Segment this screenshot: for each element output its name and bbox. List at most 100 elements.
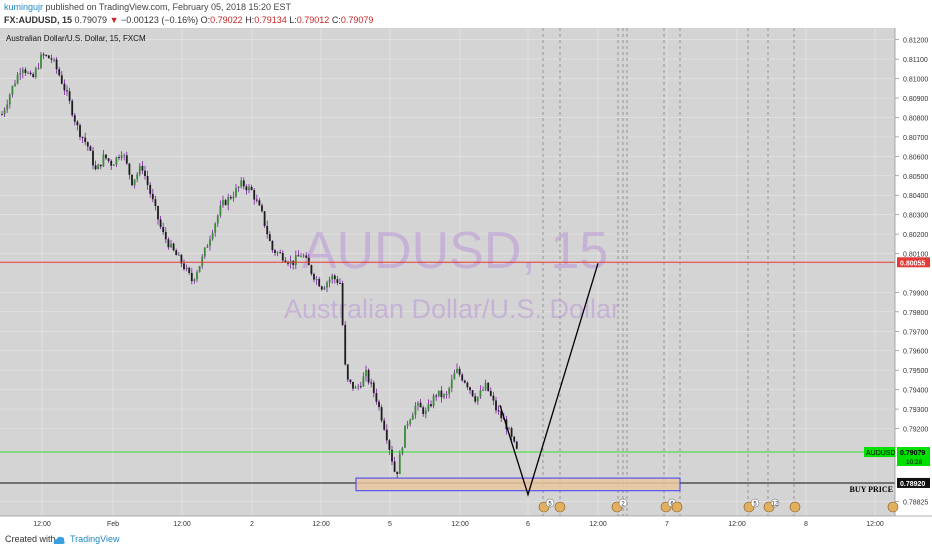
candle-body [482, 389, 484, 391]
flag-icon [789, 501, 801, 513]
author-link[interactable]: kumingujr [4, 2, 44, 12]
event-markers[interactable]: 5 2 6 5 12 [538, 498, 899, 513]
x-tick-label: 12:00 [589, 521, 607, 528]
candle-body [396, 471, 399, 475]
candle-body [68, 91, 71, 101]
price-change: −0.00123 (−0.16%) [121, 15, 199, 25]
event-count: 2 [621, 502, 625, 508]
candle-body [261, 205, 263, 212]
candle-body [149, 184, 152, 194]
candle-body [97, 164, 100, 170]
candle-body [487, 382, 490, 392]
candle-body [281, 253, 284, 261]
candle-body [320, 286, 323, 290]
candle-body [263, 211, 266, 226]
annotations: BUY PRICE [0, 261, 895, 497]
candle-body [258, 200, 261, 206]
published-text: published on TradingView.com, February 0… [45, 2, 292, 12]
candle-body [92, 150, 94, 166]
chart-title: Australian Dollar/U.S. Dollar, 15, FXCM [6, 34, 146, 43]
publish-info: kumingujr published on TradingView.com, … [4, 2, 291, 12]
candle-body [131, 174, 133, 186]
chart-header: kumingujr published on TradingView.com, … [0, 0, 932, 28]
candle-body [370, 382, 373, 384]
candle-body [333, 275, 336, 280]
candle-body [414, 405, 417, 415]
x-tick-label: Feb [107, 521, 119, 528]
candle-body [331, 275, 334, 280]
y-tick-label: 0.79500 [903, 368, 928, 375]
price-axis-background [895, 28, 932, 516]
candle-body [177, 254, 180, 256]
current-symbol-tag: AUDUSD [866, 450, 896, 457]
x-tick-label: 12:00 [451, 521, 469, 528]
x-tick-label: 2 [250, 521, 254, 528]
time-axis[interactable]: 12:00 Feb 12:00 2 12:00 5 12:00 6 12:00 7 12:00 8 12… [0, 515, 932, 528]
candle-body [424, 410, 427, 415]
candle-body [164, 232, 167, 240]
candle-body [489, 391, 492, 396]
candle-body [37, 67, 40, 69]
candle-body [19, 73, 22, 75]
candle-body [58, 69, 61, 76]
event-count: 5 [753, 502, 757, 508]
candle-body [310, 265, 313, 275]
candle-body [349, 379, 352, 382]
tradingview-brand[interactable]: TradingView [70, 534, 120, 544]
candle-body [362, 376, 365, 387]
candle-body [198, 265, 201, 273]
candle-body [203, 247, 206, 257]
candle-body [352, 381, 354, 389]
candle-body [479, 390, 482, 397]
candle-body [125, 155, 128, 164]
candle-body [432, 395, 435, 407]
candle-body [224, 200, 227, 206]
candle-body [328, 279, 331, 283]
price-axis[interactable]: 0.81200 0.81100 0.81000 0.80900 0.80800 0.807… [894, 28, 928, 516]
candle-body [409, 419, 412, 424]
candle-body [297, 255, 300, 257]
candle-body [47, 55, 50, 59]
candle-body [326, 282, 328, 288]
candle-body [357, 386, 360, 388]
x-tick-label: 12:00 [312, 521, 330, 528]
candle-body [458, 368, 461, 375]
candle-body [1, 114, 3, 116]
buy-price-tag-bg [897, 477, 930, 488]
low-label: L: [289, 15, 297, 25]
candle-body [294, 255, 297, 265]
candle-body [237, 186, 240, 188]
candle-body [120, 155, 123, 158]
candle-body [99, 164, 102, 167]
candle-body [515, 441, 518, 449]
candle-body [422, 407, 425, 415]
price-tags: 0.80055 0.78920 0.79079 10:28 AUDUSD [864, 257, 930, 488]
candle-body [206, 246, 209, 248]
candle-body [378, 401, 380, 408]
candle-body [245, 186, 248, 191]
candle-body [8, 94, 11, 105]
candle-body [500, 410, 503, 419]
open-label: O: [200, 15, 211, 25]
candle-body [211, 232, 214, 240]
candle-body [448, 388, 451, 394]
candle-body [274, 250, 276, 254]
candle-body [3, 109, 6, 115]
watermark-name: Australian Dollar/U.S. Dollar [284, 294, 620, 324]
y-tick-label: 0.79600 [903, 349, 928, 356]
candle-body [172, 243, 175, 251]
candle-body [29, 72, 32, 75]
y-tick-label: 0.78825 [903, 499, 928, 506]
candle-body [159, 219, 162, 228]
candle-body [188, 267, 191, 273]
candle-body [162, 227, 165, 233]
candle-body [344, 324, 347, 365]
x-tick-label: 8 [804, 521, 808, 528]
candle-body [222, 200, 224, 206]
candle-body [404, 425, 406, 448]
candle-body [84, 137, 87, 143]
current-price-tag-bg [897, 447, 930, 458]
candle-body [315, 278, 318, 280]
candle-body [401, 447, 404, 454]
price-chart[interactable]: AUDUSD, 15 Australian Dollar/U.S. Dollar… [0, 0, 932, 531]
